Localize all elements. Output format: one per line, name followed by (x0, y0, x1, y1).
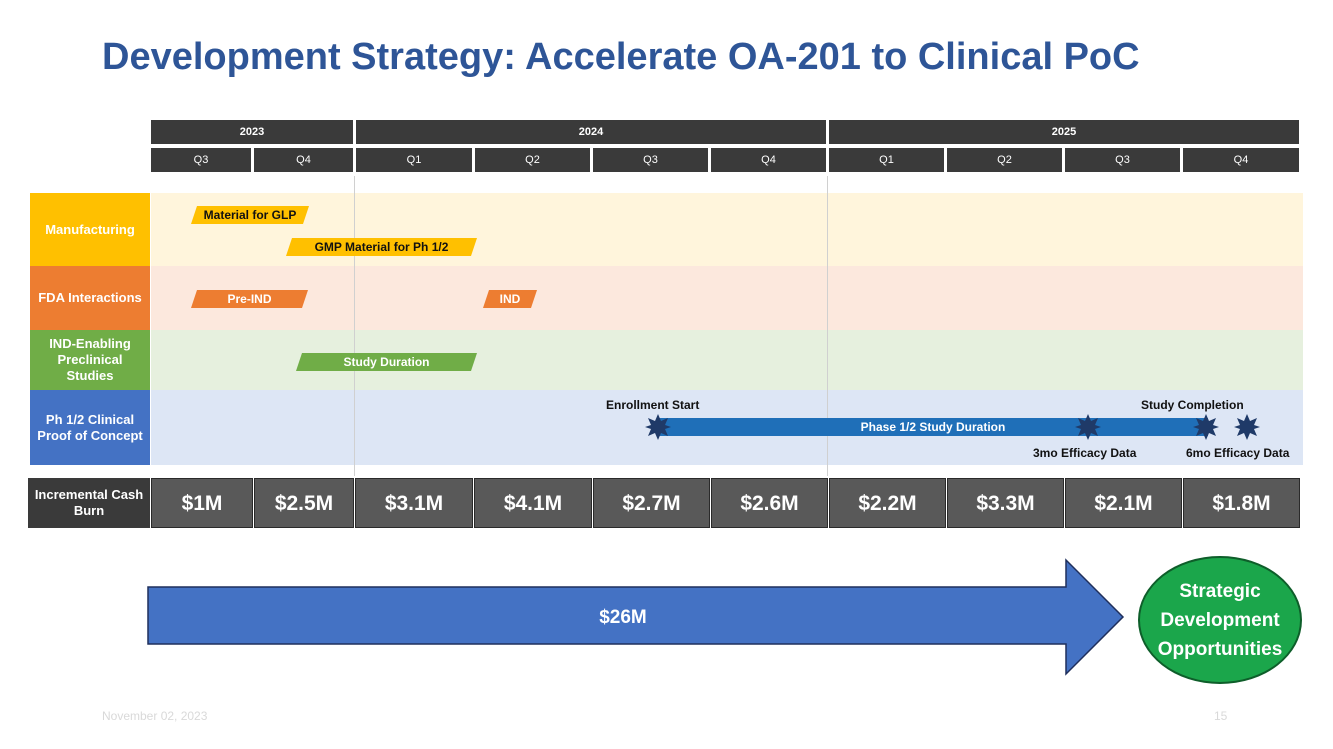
burn-2024-q3: $2.7M (593, 478, 710, 528)
efficacy-3mo-star-icon (1075, 414, 1101, 440)
quarter-2025-q4: Q4 (1183, 148, 1299, 172)
gmp-material-bar: GMP Material for Ph 1/2 (286, 238, 477, 256)
efficacy-3mo-label: 3mo Efficacy Data (1033, 446, 1137, 460)
page-title: Development Strategy: Accelerate OA-201 … (102, 36, 1140, 78)
quarter-2024-q4: Q4 (711, 148, 826, 172)
study-completion-star-icon (1234, 414, 1260, 440)
row-label-clinical: Ph 1/2 Clinical Proof of Concept (30, 390, 150, 465)
burn-2024-q4: $2.6M (711, 478, 828, 528)
total-burn-value: $26M (599, 607, 647, 628)
cash-burn-label: Incremental Cash Burn (28, 478, 150, 528)
quarter-2025-q2: Q2 (947, 148, 1062, 172)
row-label-ind-enabling: IND-Enabling Preclinical Studies (30, 330, 150, 390)
study-completion-label: Study Completion (1141, 398, 1244, 412)
quarter-2025-q3: Q3 (1065, 148, 1180, 172)
efficacy-6mo-star-icon (1193, 414, 1219, 440)
year-2024: 2024 (356, 120, 826, 144)
quarter-2024-q1: Q1 (356, 148, 472, 172)
phase-study-bar: Phase 1/2 Study Duration (658, 418, 1208, 436)
burn-2024-q1: $3.1M (355, 478, 473, 528)
year-2025: 2025 (829, 120, 1299, 144)
quarter-2023-q3: Q3 (151, 148, 251, 172)
study-duration-bar: Study Duration (296, 353, 477, 371)
enrollment-start-label: Enrollment Start (606, 398, 700, 412)
divider-2025 (827, 176, 828, 476)
burn-2025-q4: $1.8M (1183, 478, 1300, 528)
total-burn-arrow (147, 558, 1125, 676)
year-2023: 2023 (151, 120, 353, 144)
footer-date: November 02, 2023 (102, 709, 208, 723)
row-label-manufacturing: Manufacturing (30, 193, 150, 266)
enrollment-start-star-icon (645, 414, 671, 440)
efficacy-6mo-label: 6mo Efficacy Data (1186, 446, 1290, 460)
burn-2025-q2: $3.3M (947, 478, 1064, 528)
burn-2025-q1: $2.2M (829, 478, 946, 528)
row-label-fda: FDA Interactions (30, 266, 150, 330)
quarter-2023-q4: Q4 (254, 148, 353, 172)
burn-2023-q4: $2.5M (254, 478, 354, 528)
burn-2025-q3: $2.1M (1065, 478, 1182, 528)
strategic-opportunities-circle: Strategic Development Opportunities (1138, 556, 1302, 684)
page-number: 15 (1214, 709, 1228, 723)
quarter-2024-q3: Q3 (593, 148, 708, 172)
material-for-glp-bar: Material for GLP (191, 206, 309, 224)
burn-2024-q2: $4.1M (474, 478, 592, 528)
ind-bar: IND (483, 290, 537, 308)
divider-2024 (354, 176, 355, 476)
pre-ind-bar: Pre-IND (191, 290, 308, 308)
quarter-2025-q1: Q1 (829, 148, 944, 172)
fda-band (151, 266, 1303, 330)
burn-2023-q3: $1M (151, 478, 253, 528)
quarter-2024-q2: Q2 (475, 148, 590, 172)
